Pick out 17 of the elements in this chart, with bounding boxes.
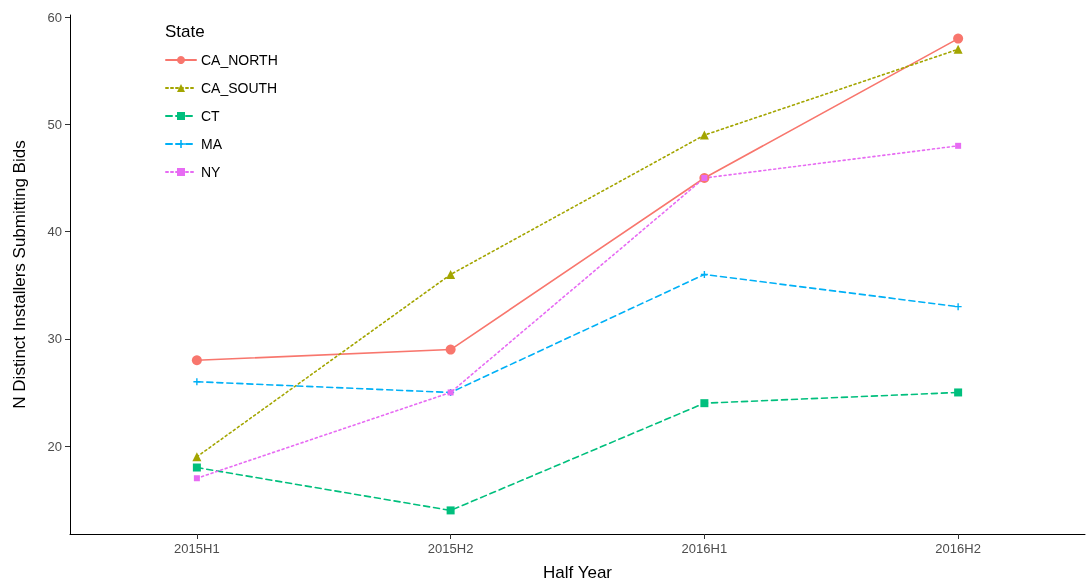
y-tick-label: 50 [47,116,62,132]
x-tick-label: 2016H1 [681,541,728,556]
y-axis-title: N Distinct Installers Submitting Bids [10,140,29,409]
legend-title: State [165,22,205,41]
legend-label: CA_SOUTH [201,80,278,96]
x-axis-title: Half Year [543,563,613,582]
legend-label: MA [201,136,223,152]
y-tick-label: 30 [47,331,62,347]
legend-label: CA_NORTH [201,52,278,68]
x-tick-label: 2015H2 [427,541,474,556]
x-tick-label: 2015H1 [174,541,220,556]
legend-label: CT [201,108,221,124]
y-tick-label: 60 [47,9,62,25]
legend-label: NY [201,164,222,180]
y-tick-label: 20 [47,438,62,454]
y-tick-label: 40 [47,224,62,240]
x-tick-label: 2016H2 [935,541,981,556]
